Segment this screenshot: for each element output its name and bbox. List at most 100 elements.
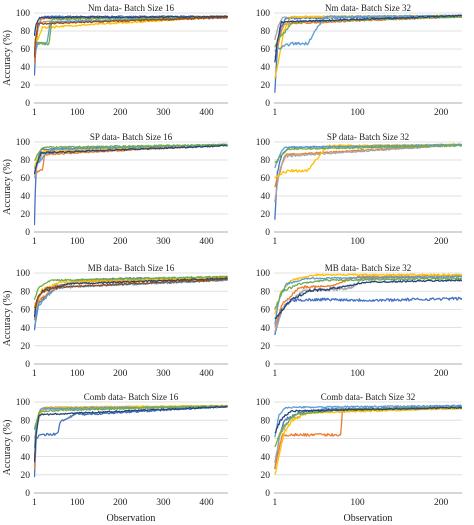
x-tick-label: 1 <box>272 498 277 508</box>
series-line <box>34 276 228 307</box>
chart-title: Comb data- Batch Size 16 <box>84 392 179 402</box>
y-tick-label: 80 <box>261 287 271 297</box>
chart-panel: 0 20 40 60 80 100 1 100 200 300 400 Nm data- Batch … <box>2 3 228 118</box>
y-tick-label: 100 <box>256 269 271 279</box>
y-tick-label: 60 <box>261 174 271 184</box>
chart-panel: 0 20 40 60 80 100 1 100 200 300 400 SP data- Batch … <box>2 132 228 247</box>
y-tick-label: 20 <box>21 81 31 91</box>
y-tick-label: 0 <box>265 360 270 370</box>
y-tick-label: 0 <box>265 228 270 238</box>
x-tick-label: 100 <box>350 498 365 508</box>
series-line <box>274 404 462 438</box>
y-tick-label: 100 <box>16 9 31 19</box>
y-tick-label: 40 <box>261 324 271 334</box>
series-line <box>274 275 462 325</box>
series-line <box>34 16 228 58</box>
y-tick-label: 80 <box>261 156 271 166</box>
y-tick-label: 60 <box>21 435 31 445</box>
y-axis-label: Accuracy (%) <box>2 30 13 86</box>
series-line <box>274 143 462 203</box>
y-tick-label: 20 <box>261 81 271 91</box>
chart-panel: 0 20 40 60 80 100 1 100 200 Comb data- Batch Size… <box>256 392 462 524</box>
y-tick-label: 0 <box>265 489 270 499</box>
series-line <box>34 143 228 168</box>
y-tick-label: 80 <box>21 156 31 166</box>
y-tick-label: 0 <box>25 360 30 370</box>
series-line <box>274 275 462 333</box>
y-axis-label: Accuracy (%) <box>2 420 13 476</box>
series-line <box>34 143 228 226</box>
series-line <box>274 296 462 336</box>
chart-title: Nm data- Batch Size 16 <box>88 3 174 13</box>
chart-title: SP data- Batch Size 32 <box>327 132 409 142</box>
chart-title: Nm data- Batch Size 32 <box>325 3 411 13</box>
x-tick-label: 200 <box>113 108 128 118</box>
x-tick-label: 100 <box>350 237 365 247</box>
chart-title: SP data- Batch Size 16 <box>90 132 173 142</box>
y-tick-label: 100 <box>16 398 31 408</box>
y-tick-label: 20 <box>21 471 31 481</box>
series-line <box>34 15 228 54</box>
chart-panel: 0 20 40 60 80 100 1 100 200 MB data- Batch Size 3… <box>256 263 462 379</box>
x-tick-label: 1 <box>32 108 37 118</box>
y-tick-label: 60 <box>261 45 271 55</box>
x-tick-label: 1 <box>32 498 37 508</box>
x-tick-label: 200 <box>434 108 449 118</box>
series-line <box>274 277 462 310</box>
series-line <box>274 14 462 63</box>
x-tick-label: 400 <box>199 498 214 508</box>
x-tick-label: 200 <box>113 498 128 508</box>
chart-title: Comb data- Batch Size 32 <box>321 392 415 402</box>
x-tick-label: 1 <box>32 237 37 247</box>
y-tick-label: 0 <box>25 228 30 238</box>
series-line <box>34 405 228 478</box>
series-line <box>34 144 228 175</box>
series-line <box>274 143 462 169</box>
series-line <box>274 406 462 469</box>
series-line <box>274 15 462 93</box>
y-tick-label: 40 <box>21 453 31 463</box>
chart-panel: 0 20 40 60 80 100 1 100 200 300 400 Comb data- Batc… <box>2 392 228 524</box>
series-line <box>274 406 462 434</box>
x-tick-label: 1 <box>272 237 277 247</box>
series-line <box>34 405 228 470</box>
x-tick-label: 200 <box>434 369 449 379</box>
y-tick-label: 40 <box>261 63 271 73</box>
y-tick-label: 100 <box>16 269 31 279</box>
y-tick-label: 20 <box>21 210 31 220</box>
x-tick-label: 100 <box>70 369 85 379</box>
x-tick-label: 400 <box>199 369 214 379</box>
y-tick-label: 80 <box>261 416 271 426</box>
y-tick-label: 80 <box>261 27 271 37</box>
x-tick-label: 400 <box>199 237 214 247</box>
series-line <box>34 405 228 463</box>
y-tick-label: 100 <box>256 138 271 148</box>
x-tick-label: 100 <box>350 108 365 118</box>
y-tick-label: 60 <box>21 45 31 55</box>
series-line <box>34 404 228 430</box>
x-tick-label: 1 <box>32 369 37 379</box>
y-tick-label: 40 <box>261 192 271 202</box>
chart-title: MB data- Batch Size 32 <box>325 263 411 273</box>
series-line <box>274 407 462 475</box>
y-tick-label: 0 <box>25 489 30 499</box>
y-tick-label: 20 <box>261 342 271 352</box>
series-line <box>34 143 228 162</box>
y-tick-label: 20 <box>21 342 31 352</box>
y-tick-label: 20 <box>261 210 271 220</box>
y-tick-label: 0 <box>265 99 270 109</box>
x-tick-label: 300 <box>156 237 171 247</box>
x-tick-label: 200 <box>113 237 128 247</box>
series-line <box>34 277 228 318</box>
y-tick-label: 80 <box>21 287 31 297</box>
y-tick-label: 20 <box>261 471 271 481</box>
series-line <box>274 144 462 164</box>
y-axis-label: Accuracy (%) <box>2 291 13 347</box>
y-tick-label: 40 <box>21 63 31 73</box>
series-line <box>34 275 228 300</box>
chart-title: MB data- Batch Size 16 <box>88 263 175 273</box>
y-tick-label: 60 <box>21 174 31 184</box>
x-tick-label: 400 <box>199 108 214 118</box>
y-tick-label: 60 <box>261 435 271 445</box>
